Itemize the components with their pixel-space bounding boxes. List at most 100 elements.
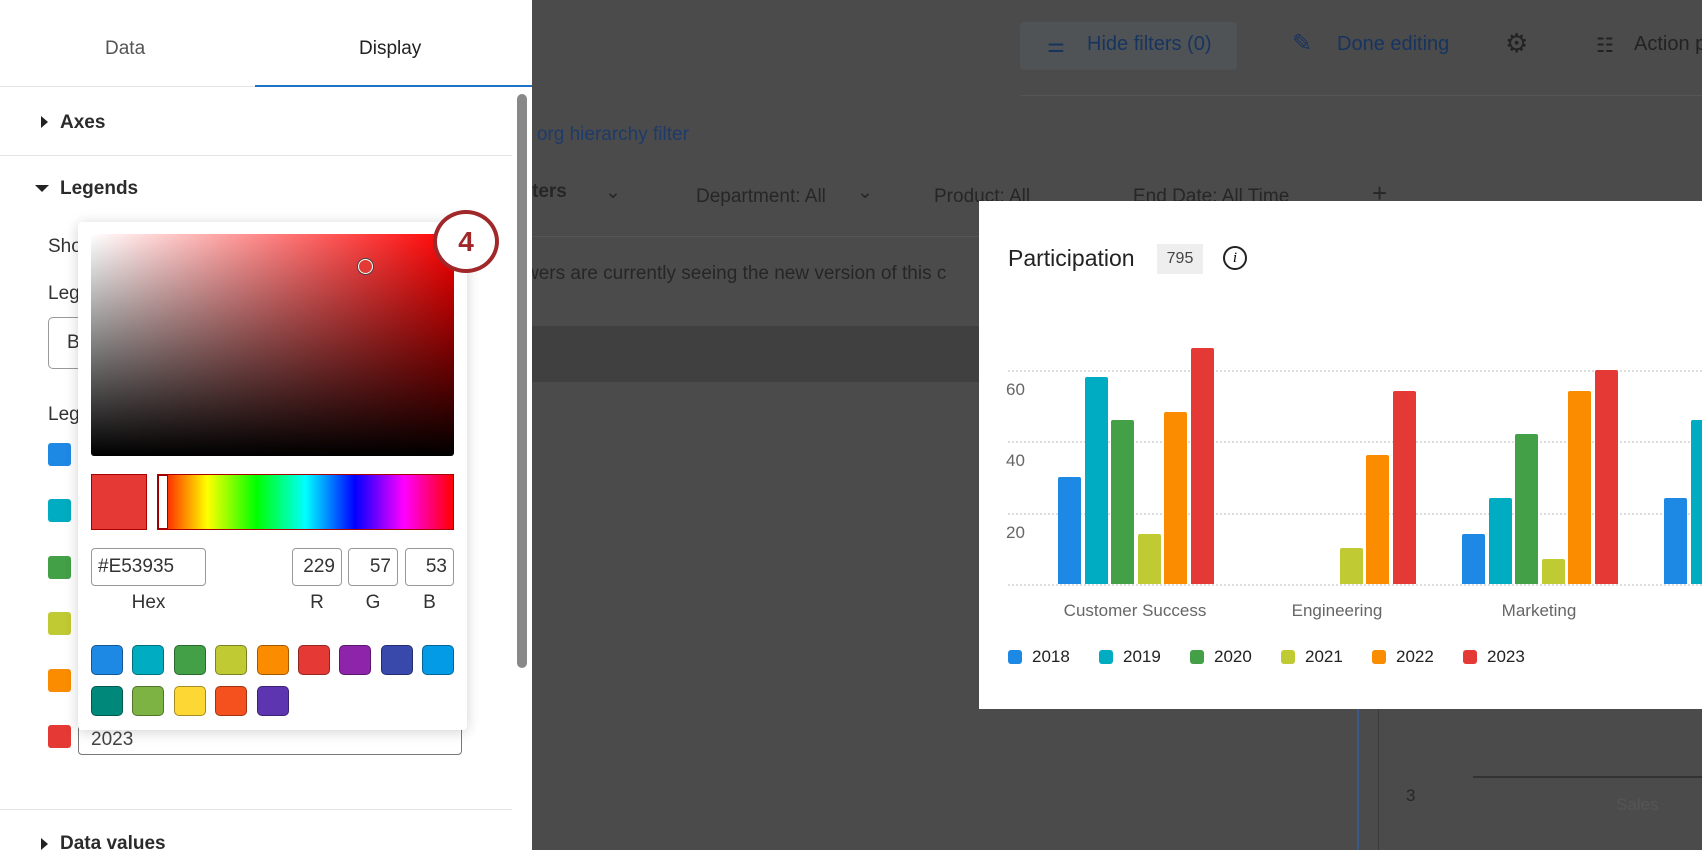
action-plan-icon: ☷ bbox=[1596, 35, 1614, 57]
legend-swatch bbox=[1463, 650, 1477, 664]
preset-color-swatch[interactable] bbox=[298, 645, 330, 675]
caret-right-icon[interactable] bbox=[41, 116, 48, 128]
hide-filters-label[interactable]: Hide filters (0) bbox=[1087, 33, 1212, 55]
preset-color-swatch[interactable] bbox=[256, 645, 289, 675]
color-picker-popover: #E53935 229 57 53 Hex R G B bbox=[78, 222, 467, 730]
preset-color-swatch[interactable] bbox=[380, 645, 413, 675]
legend-item: 2019 bbox=[1099, 647, 1161, 667]
data-values-section-header[interactable]: Data values bbox=[60, 833, 166, 850]
y-tick-label: 20 bbox=[1006, 522, 1025, 542]
bar-2018 bbox=[1664, 498, 1687, 584]
legend-swatch bbox=[1008, 650, 1022, 664]
step-badge-number: 4 bbox=[458, 226, 474, 257]
bar-2023 bbox=[1393, 390, 1416, 584]
divider bbox=[0, 155, 512, 156]
scrollbar[interactable] bbox=[517, 94, 527, 668]
preset-color-swatch[interactable] bbox=[215, 686, 248, 716]
preset-color-swatch[interactable] bbox=[91, 645, 123, 675]
saturation-value-area[interactable] bbox=[91, 234, 454, 456]
done-editing-button[interactable]: Done editing bbox=[1337, 33, 1450, 55]
color-cursor[interactable] bbox=[358, 259, 373, 274]
gridline bbox=[1008, 369, 1702, 372]
caret-down-icon[interactable] bbox=[35, 185, 49, 192]
toolbar-divider bbox=[1020, 95, 1702, 96]
legend-label: 2023 bbox=[1487, 647, 1525, 666]
response-count-badge: 795 bbox=[1157, 244, 1203, 274]
bar-2021 bbox=[1137, 533, 1161, 584]
gear-icon[interactable]: ⚙ bbox=[1505, 28, 1529, 58]
preset-color-swatch[interactable] bbox=[339, 645, 372, 675]
axes-section-header[interactable]: Axes bbox=[60, 112, 106, 133]
gridline bbox=[1008, 584, 1702, 586]
edit-icon: ✎ bbox=[1292, 30, 1313, 57]
y-tick-label: 60 bbox=[1006, 379, 1025, 399]
hex-label: Hex bbox=[131, 592, 166, 613]
gridline bbox=[1008, 441, 1702, 443]
version-notice: wers are currently seeing the new versio… bbox=[525, 263, 947, 284]
bar-2021 bbox=[1541, 558, 1565, 584]
add-filter-icon[interactable]: + bbox=[1372, 178, 1388, 208]
legend-item: 2021 bbox=[1281, 647, 1343, 667]
legend-swatch bbox=[1190, 650, 1204, 664]
red-label: R bbox=[310, 592, 324, 613]
bar-2020 bbox=[1111, 419, 1135, 584]
hue-handle[interactable] bbox=[158, 475, 168, 529]
legends-section-header[interactable]: Legends bbox=[60, 178, 139, 199]
hide-filters-button[interactable] bbox=[1020, 22, 1237, 70]
legend-color-swatch[interactable] bbox=[48, 725, 71, 748]
green-label: G bbox=[365, 592, 381, 613]
bar-2022 bbox=[1366, 455, 1390, 584]
legend-item: 2020 bbox=[1190, 647, 1252, 667]
legend-swatch bbox=[1099, 650, 1113, 664]
preset-color-swatch[interactable] bbox=[215, 645, 248, 675]
filter-department[interactable]: Department: All bbox=[696, 186, 826, 207]
tab-display[interactable]: Display bbox=[359, 38, 422, 59]
legend-position-value: B bbox=[67, 332, 80, 353]
legend-item: 2022 bbox=[1372, 647, 1434, 667]
bar-2019 bbox=[1488, 498, 1512, 584]
blue-input[interactable]: 53 bbox=[405, 548, 454, 586]
hue-slider[interactable] bbox=[157, 474, 454, 530]
widget-title: Participation bbox=[1008, 245, 1135, 271]
action-plan-button[interactable]: Action p bbox=[1634, 33, 1702, 55]
participation-widget: Participation 795 i 20 40 60 Customer Succe… bbox=[979, 201, 1702, 709]
legend-label-value: 2023 bbox=[91, 729, 134, 750]
legend-item: 2018 bbox=[1008, 647, 1070, 667]
legend-color-swatch[interactable] bbox=[48, 612, 71, 635]
chevron-down-icon[interactable]: ⌄ bbox=[605, 182, 621, 203]
chevron-down-icon[interactable]: ⌄ bbox=[857, 182, 873, 203]
settings-panel: Data Display Axes Legends Sho Leg B Leg … bbox=[0, 0, 532, 850]
legend-color-swatch[interactable] bbox=[48, 556, 71, 579]
preset-color-swatch[interactable] bbox=[173, 645, 206, 675]
notice-band bbox=[532, 326, 982, 382]
info-icon[interactable]: i bbox=[1223, 246, 1247, 270]
show-legend-label: Sho bbox=[48, 236, 82, 257]
green-input[interactable]: 57 bbox=[348, 548, 398, 586]
preset-color-swatch[interactable] bbox=[422, 645, 455, 675]
legend-item: 2023 bbox=[1463, 647, 1525, 667]
hex-input[interactable]: #E53935 bbox=[91, 548, 206, 586]
preset-color-swatch[interactable] bbox=[173, 686, 206, 716]
filter-partial[interactable]: ters bbox=[532, 181, 567, 202]
legend-label: 2022 bbox=[1396, 647, 1434, 666]
gridline bbox=[1008, 512, 1702, 515]
divider bbox=[0, 809, 512, 810]
bar-2023 bbox=[1191, 348, 1214, 584]
tab-data[interactable]: Data bbox=[105, 38, 146, 59]
legend-color-swatch[interactable] bbox=[48, 669, 71, 692]
legend-swatch bbox=[1281, 650, 1295, 664]
caret-right-icon[interactable] bbox=[41, 838, 48, 850]
red-input[interactable]: 229 bbox=[292, 548, 342, 586]
bar-2018 bbox=[1058, 476, 1081, 584]
preset-color-swatch[interactable] bbox=[91, 686, 123, 716]
blue-label: B bbox=[423, 592, 436, 613]
legend-color-swatch[interactable] bbox=[48, 499, 71, 522]
preset-color-swatch[interactable] bbox=[132, 686, 165, 716]
bar-2023 bbox=[1595, 369, 1618, 584]
legend-color-swatch[interactable] bbox=[48, 443, 71, 466]
axis-label: Sales bbox=[1616, 795, 1659, 814]
org-hierarchy-filter-link[interactable]: n org hierarchy filter bbox=[521, 124, 689, 145]
preset-color-swatch[interactable] bbox=[256, 686, 289, 716]
bar-2020 bbox=[1515, 433, 1539, 584]
preset-color-swatch[interactable] bbox=[132, 645, 165, 675]
